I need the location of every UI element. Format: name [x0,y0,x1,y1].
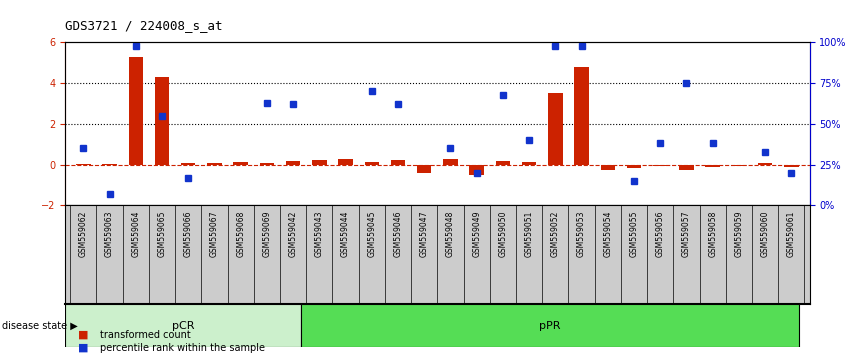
Bar [548,93,563,165]
Bar [207,163,222,165]
Bar [627,165,641,168]
Bar [758,163,772,165]
Text: GSM559060: GSM559060 [760,210,770,257]
Text: GSM559050: GSM559050 [499,210,507,257]
Bar [706,165,720,167]
Bar [391,160,405,165]
Bar [574,67,589,165]
Bar [312,160,326,165]
Text: GSM559064: GSM559064 [132,210,140,257]
Text: ■: ■ [78,330,88,339]
Text: pCR: pCR [171,321,194,331]
Text: GSM559053: GSM559053 [577,210,586,257]
Bar [102,164,117,165]
Text: GSM559068: GSM559068 [236,210,245,257]
Text: GSM559044: GSM559044 [341,210,350,257]
FancyBboxPatch shape [301,304,799,347]
Bar [181,162,196,165]
Bar [784,165,798,167]
Bar [155,77,169,165]
Text: GSM559054: GSM559054 [604,210,612,257]
Text: GSM559056: GSM559056 [656,210,665,257]
Text: GSM559042: GSM559042 [288,210,298,257]
Text: GSM559069: GSM559069 [262,210,271,257]
Text: GSM559051: GSM559051 [525,210,533,257]
Text: GDS3721 / 224008_s_at: GDS3721 / 224008_s_at [65,19,223,32]
Text: GSM559046: GSM559046 [393,210,403,257]
Bar [469,165,484,175]
Text: GSM559045: GSM559045 [367,210,376,257]
Bar [732,165,746,166]
Bar [417,165,431,173]
Text: GSM559047: GSM559047 [420,210,429,257]
Text: GSM559061: GSM559061 [787,210,796,257]
Text: GSM559062: GSM559062 [79,210,87,257]
Bar [443,159,457,165]
Text: GSM559057: GSM559057 [682,210,691,257]
Text: pPR: pPR [540,321,561,331]
Text: GSM559048: GSM559048 [446,210,455,257]
Text: GSM559059: GSM559059 [734,210,743,257]
Bar [260,162,274,165]
Bar [653,165,668,166]
FancyBboxPatch shape [65,304,301,347]
Text: GSM559055: GSM559055 [630,210,638,257]
Bar [601,165,615,170]
Bar [679,165,694,170]
Bar [234,162,248,165]
Bar [76,164,91,165]
Text: GSM559043: GSM559043 [315,210,324,257]
Text: disease state ▶: disease state ▶ [2,321,77,331]
Text: GSM559063: GSM559063 [105,210,114,257]
Text: GSM559052: GSM559052 [551,210,559,257]
Text: GSM559065: GSM559065 [158,210,166,257]
Text: transformed count: transformed count [100,330,191,339]
Bar [495,161,510,165]
Text: GSM559067: GSM559067 [210,210,219,257]
Bar [365,162,379,165]
Bar [522,162,536,165]
Bar [339,159,352,165]
Text: GSM559058: GSM559058 [708,210,717,257]
Bar [286,161,301,165]
Text: ■: ■ [78,343,88,353]
Text: GSM559066: GSM559066 [184,210,193,257]
Bar [128,57,143,165]
Text: GSM559049: GSM559049 [472,210,481,257]
Text: percentile rank within the sample: percentile rank within the sample [100,343,265,353]
